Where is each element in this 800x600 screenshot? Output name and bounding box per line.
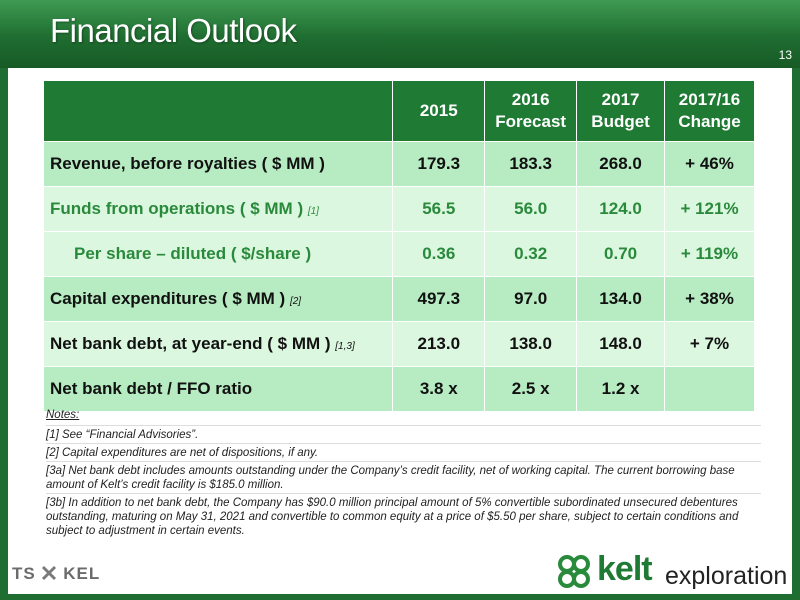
- tsx-maple-icon: [36, 564, 63, 583]
- header-cell-blank: [42, 80, 394, 142]
- ticker-exchange-left: TS: [12, 564, 36, 583]
- table-row-ffo: Funds from operations ( $ MM ) [1] 56.5 …: [42, 186, 755, 232]
- cell-2015: 0.36: [392, 231, 486, 277]
- notes-title: Notes:: [46, 409, 80, 421]
- row-label: Net bank debt / FFO ratio: [42, 366, 394, 412]
- cell-2017: 148.0: [576, 321, 666, 367]
- cell-change: + 121%: [664, 186, 755, 232]
- cell-2016: 2.5 x: [484, 366, 578, 412]
- cell-change: + 119%: [664, 231, 755, 277]
- kelt-logo: kelt exploration: [555, 550, 795, 594]
- right-border: [792, 68, 800, 600]
- cell-2015: 213.0: [392, 321, 486, 367]
- table-row-per-share: Per share – diluted ( $/share ) 0.36 0.3…: [42, 231, 755, 277]
- cell-2016: 56.0: [484, 186, 578, 232]
- cell-2016: 138.0: [484, 321, 578, 367]
- logo-tagline: exploration: [665, 562, 788, 590]
- footnote-ref: [1]: [307, 206, 319, 217]
- notes-section: Notes: [1] See “Financial Advisories”. […: [46, 408, 761, 539]
- row-label: Capital expenditures ( $ MM ) [2]: [42, 276, 394, 322]
- cell-2017: 134.0: [576, 276, 666, 322]
- cell-change: + 38%: [664, 276, 755, 322]
- table-row-capex: Capital expenditures ( $ MM ) [2] 497.3 …: [42, 276, 755, 322]
- table-row-debt-ffo: Net bank debt / FFO ratio 3.8 x 2.5 x 1.…: [42, 366, 755, 412]
- footnote-ref: [2]: [289, 296, 302, 307]
- cell-change: + 7%: [664, 321, 755, 367]
- cell-2016: 97.0: [484, 276, 578, 322]
- note-item: [1] See “Financial Advisories”.: [46, 425, 761, 443]
- header-cell-2016: 2016 Forecast: [484, 80, 578, 142]
- cell-2016: 0.32: [484, 231, 578, 277]
- slide-header: Financial Outlook 13: [0, 0, 800, 68]
- note-item: [2] Capital expenditures are net of disp…: [46, 443, 761, 461]
- row-label: Revenue, before royalties ( $ MM ): [42, 141, 394, 187]
- page-number: 13: [778, 48, 792, 62]
- note-item: [3a] Net bank debt includes amounts outs…: [46, 461, 761, 493]
- cell-2015: 3.8 x: [392, 366, 486, 412]
- row-label: Per share – diluted ( $/share ): [42, 231, 394, 277]
- header-cell-2015: 2015: [392, 80, 486, 142]
- row-label: Net bank debt, at year-end ( $ MM ) [1,3…: [42, 321, 394, 367]
- table-row-revenue: Revenue, before royalties ( $ MM ) 179.3…: [42, 141, 755, 187]
- ticker-symbol: KEL: [63, 564, 101, 583]
- note-item: [3b] In addition to net bank debt, the C…: [46, 493, 761, 539]
- header-cell-change: 2017/16 Change: [664, 80, 755, 142]
- celtic-knot-icon: [558, 555, 590, 588]
- cell-2015: 179.3: [392, 141, 486, 187]
- header-cell-2017: 2017 Budget: [576, 80, 666, 142]
- financial-outlook-table: 2015 2016 Forecast 2017 Budget 2017/16 Chan…: [42, 80, 755, 412]
- cell-2016: 183.3: [484, 141, 578, 187]
- table-row-net-debt: Net bank debt, at year-end ( $ MM ) [1,3…: [42, 321, 755, 367]
- tsx-ticker: TS KEL: [12, 564, 100, 584]
- cell-2017: 268.0: [576, 141, 666, 187]
- row-label: Funds from operations ( $ MM ) [1]: [42, 186, 394, 232]
- bottom-border: [0, 594, 800, 600]
- cell-2015: 56.5: [392, 186, 486, 232]
- footnote-ref: [1,3]: [335, 341, 355, 352]
- slide-title: Financial Outlook: [50, 12, 297, 49]
- cell-2017: 0.70: [576, 231, 666, 277]
- cell-change: + 46%: [664, 141, 755, 187]
- logo-wordmark: kelt: [597, 550, 653, 588]
- table-header-row: 2015 2016 Forecast 2017 Budget 2017/16 Chan…: [42, 80, 755, 142]
- cell-2015: 497.3: [392, 276, 486, 322]
- cell-2017: 1.2 x: [576, 366, 666, 412]
- left-border: [0, 68, 8, 600]
- cell-change: [664, 366, 755, 412]
- cell-2017: 124.0: [576, 186, 666, 232]
